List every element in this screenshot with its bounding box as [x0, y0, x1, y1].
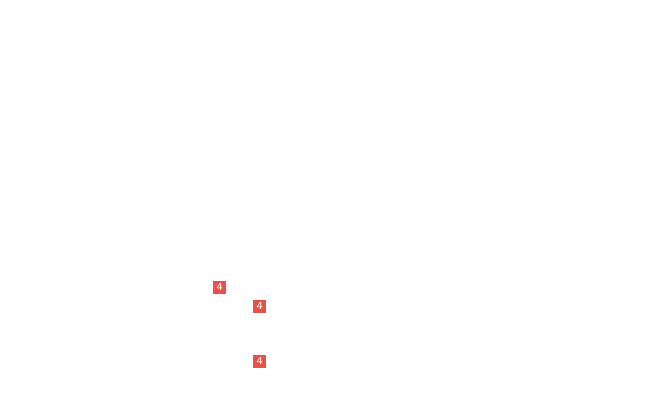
badge-label: 4 — [256, 300, 263, 312]
badge-label: 4 — [216, 281, 223, 293]
count-badge[interactable]: 4 — [253, 355, 266, 368]
count-badge[interactable]: 4 — [213, 281, 226, 294]
count-badge[interactable]: 4 — [253, 300, 266, 313]
badge-label: 4 — [256, 355, 263, 367]
